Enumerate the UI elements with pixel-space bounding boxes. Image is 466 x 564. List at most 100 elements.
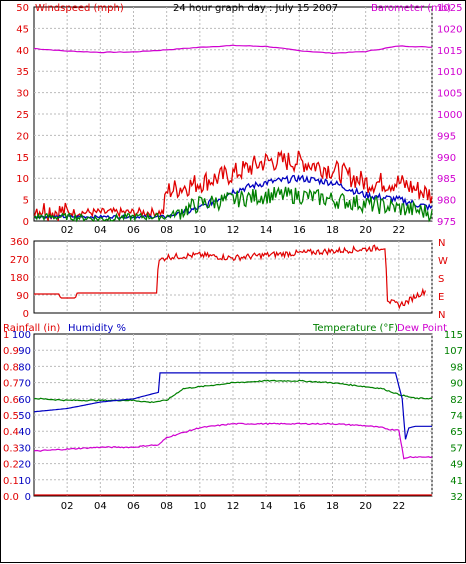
humidity-tick: 0 (25, 492, 31, 503)
humidity-tick: 40 (18, 427, 31, 438)
panel1-series (33, 44, 433, 223)
x-tick: 04 (94, 225, 107, 236)
barometer-tick: 980 (437, 196, 456, 207)
windspeed-tick: 35 (16, 67, 29, 78)
compass-tick: E (438, 292, 444, 303)
rain-tick: 0.5 (3, 411, 19, 422)
x-tick: 06 (127, 225, 140, 236)
direction-tick: 0 (23, 309, 29, 320)
rain-tick: 0.6 (3, 395, 19, 406)
humidity-tick: 20 (18, 460, 31, 471)
temp-tick: 82 (450, 395, 463, 406)
barometer-tick: 975 (437, 217, 456, 228)
x-tick: 12 (227, 225, 240, 236)
barometer-tick: 1010 (437, 67, 462, 78)
compass-tick: W (438, 256, 448, 267)
barometer-tick: 995 (437, 131, 456, 142)
windspeed-tick: 25 (16, 110, 29, 121)
direction-tick: 360 (10, 237, 29, 248)
dewpoint-label: Dew Point (397, 323, 447, 334)
series-wind-speed (33, 186, 433, 223)
rain-tick: 0.4 (3, 427, 19, 438)
series-barometer (33, 44, 433, 55)
barometer-label: Barometer (mb) (371, 3, 451, 14)
compass-tick: S (438, 274, 444, 285)
x-tick: 22 (392, 225, 405, 236)
x-tick: 18 (326, 501, 339, 512)
panel3-rain-ticks: 0.0 0.1 0.2 0.3 0.4 0.5 0.6 0.7 0.8 0.9 1 (3, 330, 19, 503)
panel1-plot-area (33, 6, 433, 222)
rain-tick: 0.8 (3, 362, 19, 373)
windspeed-tick: 15 (16, 153, 29, 164)
temp-tick: 32 (450, 492, 463, 503)
x-tick: 10 (193, 501, 206, 512)
barometer-tick: 1015 (437, 46, 462, 57)
temp-tick: 41 (450, 476, 463, 487)
x-tick: 14 (260, 501, 273, 512)
windspeed-label: Windspeed (mph) (35, 3, 124, 14)
windspeed-tick: 45 (16, 24, 29, 35)
barometer-tick: 1005 (437, 89, 462, 100)
rain-tick: 1 (3, 330, 9, 341)
barometer-tick: 1025 (437, 3, 462, 14)
series-dew-point (33, 422, 433, 460)
windspeed-tick: 50 (16, 3, 29, 14)
panel1-left-ticks: 0 5 10 15 20 25 30 35 40 45 50 (16, 3, 29, 228)
rain-tick: 0.1 (3, 476, 19, 487)
temp-tick: 65 (450, 427, 463, 438)
panel1-right-ticks: 975 980 985 990 995 1000 1005 1010 1015 1020 1025 (437, 3, 462, 228)
rain-tick: 0.3 (3, 443, 19, 454)
series-wind-direction (34, 244, 426, 310)
x-tick: 04 (94, 501, 107, 512)
temp-tick: 49 (450, 460, 463, 471)
direction-tick: 90 (16, 291, 29, 302)
x-tick: 16 (293, 225, 306, 236)
x-tick: 10 (193, 225, 206, 236)
windspeed-tick: 40 (16, 46, 29, 57)
rainfall-label: Rainfall (in) (3, 323, 60, 334)
panel1-x-ticks: 02 04 06 08 10 12 14 16 18 20 22 (61, 225, 405, 236)
x-tick: 02 (61, 501, 74, 512)
humidity-tick: 60 (18, 395, 31, 406)
panel-temp-humidity: 0.0 0.1 0.2 0.3 0.4 0.5 0.6 0.7 0.8 0.9 1 0 10 20 30 4… (3, 323, 463, 512)
panel3-x-ticks: 02 04 06 08 10 12 14 16 18 20 22 (61, 501, 405, 512)
series-humidity (33, 372, 432, 440)
x-tick: 12 (227, 501, 240, 512)
x-tick: 02 (61, 225, 74, 236)
barometer-tick: 990 (437, 153, 456, 164)
x-tick: 22 (392, 501, 405, 512)
series-wind-gust (33, 149, 433, 222)
x-tick: 20 (359, 501, 372, 512)
rain-tick: 0.9 (3, 346, 19, 357)
barometer-tick: 1000 (437, 110, 462, 121)
x-tick: 06 (127, 501, 140, 512)
humidity-tick: 70 (18, 379, 31, 390)
panel3-series (33, 372, 433, 496)
compass-tick: N (438, 310, 445, 321)
humidity-tick: 50 (18, 411, 31, 422)
temp-tick: 115 (444, 330, 463, 341)
temp-tick: 90 (450, 379, 463, 390)
barometer-tick: 985 (437, 174, 456, 185)
series-wind-average (33, 174, 433, 220)
humidity-tick: 30 (18, 443, 31, 454)
windspeed-tick: 10 (16, 174, 29, 185)
panel3-humidity-ticks: 0 10 20 30 40 50 60 70 80 90 100 (12, 330, 31, 503)
x-tick: 08 (160, 225, 173, 236)
rain-tick: 0.2 (3, 460, 19, 471)
x-tick: 18 (326, 225, 339, 236)
humidity-tick: 10 (18, 476, 31, 487)
direction-tick: 270 (10, 255, 29, 266)
temperature-label: Temperature (°F) (312, 323, 398, 334)
windspeed-tick: 5 (23, 196, 29, 207)
x-tick: 08 (160, 501, 173, 512)
temp-tick: 98 (450, 362, 463, 373)
series-temperature (33, 379, 433, 404)
x-tick: 14 (260, 225, 273, 236)
temp-tick: 74 (450, 411, 463, 422)
panel2-series (34, 244, 426, 310)
